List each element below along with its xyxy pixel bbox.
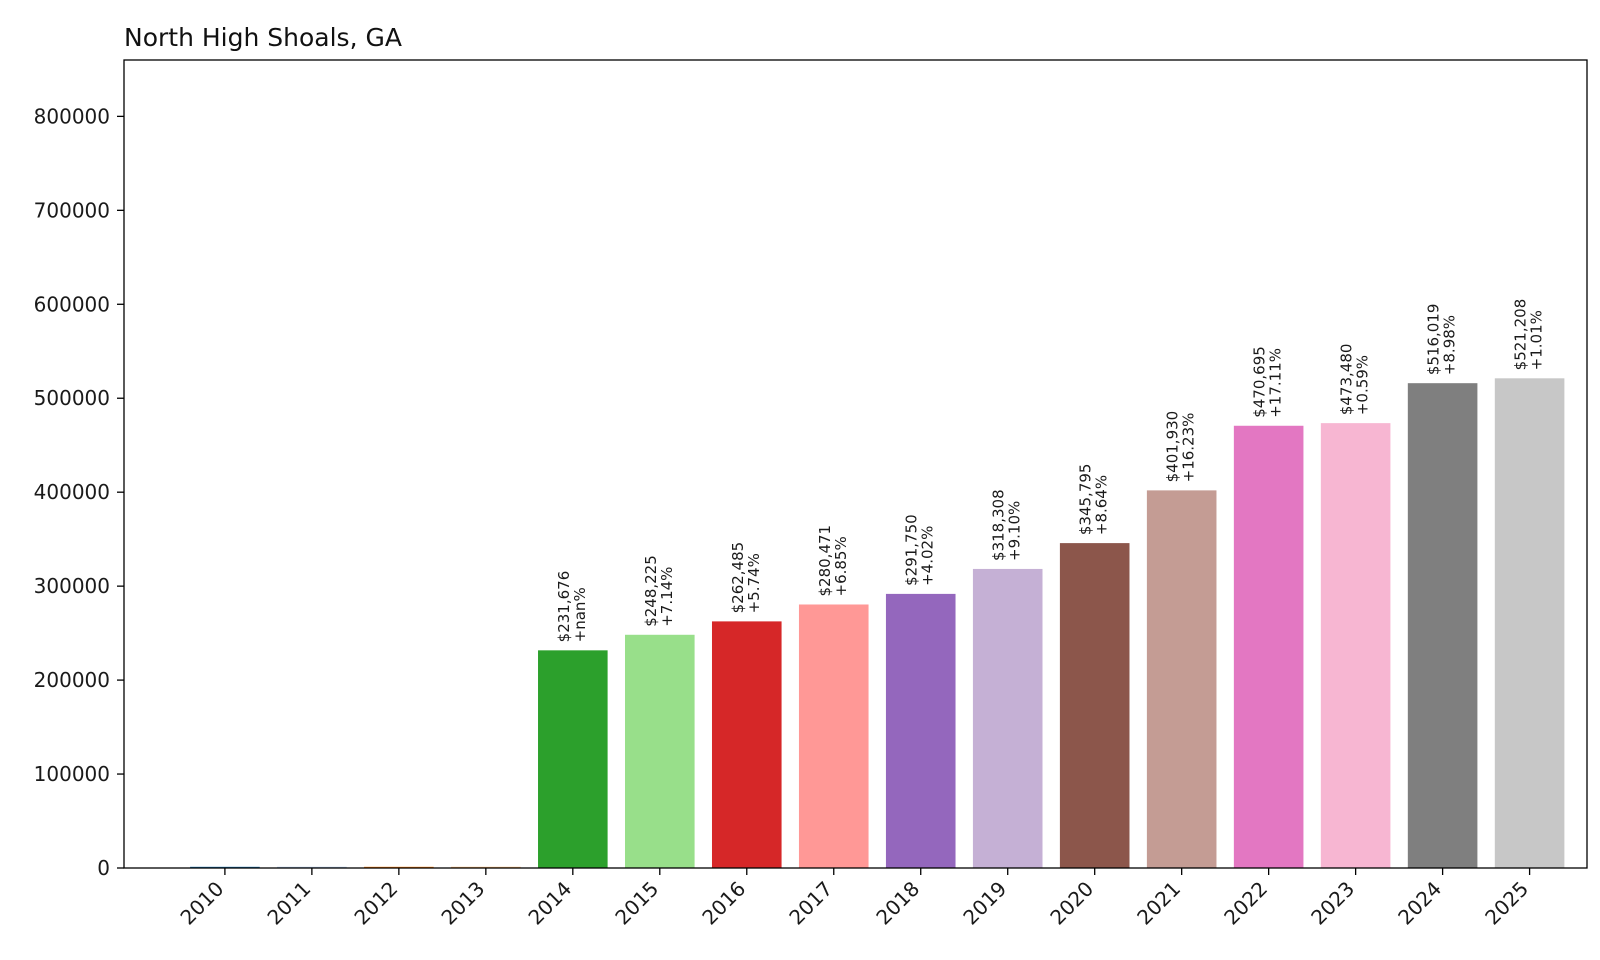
- bar-2025: [1494, 378, 1565, 868]
- x-tick-label: 2020: [1045, 877, 1098, 930]
- x-tick-label: 2018: [871, 877, 924, 930]
- bar-2024: [1407, 383, 1478, 868]
- bar-change-label: +nan%: [571, 587, 589, 642]
- x-tick-label: 2013: [436, 877, 489, 930]
- x-tick-label: 2011: [262, 877, 315, 930]
- bar-value-label: $291,750: [903, 514, 921, 586]
- y-axis: 0 100000 200000 300000 400000 500000 600000 700…: [34, 104, 124, 880]
- bar-value-label: $318,308: [990, 489, 1008, 561]
- bar-2015: [625, 634, 695, 868]
- bar-change-label: +7.14%: [658, 567, 676, 627]
- bar-2018: [885, 593, 956, 868]
- bar-change-label: +9.10%: [1006, 501, 1024, 561]
- y-tick-label: 100000: [34, 762, 110, 786]
- bar-labels-group: $231,676+nan% $248,225+7.14% $262,485+5.74…: [555, 299, 1546, 643]
- x-tick-label: 2012: [349, 877, 402, 930]
- bar-value-label: $280,471: [816, 525, 834, 597]
- x-tick-label: 2024: [1393, 877, 1446, 930]
- y-tick-label: 0: [97, 856, 110, 880]
- bar-value-label: $516,019: [1425, 304, 1443, 376]
- bar-2022: [1233, 425, 1304, 868]
- bar-2016: [711, 621, 782, 868]
- x-axis: 2010 2011 2012 2013 2014 2015 2016 2017 2018 2019…: [175, 868, 1533, 930]
- bar-value-label: $401,930: [1164, 411, 1182, 483]
- bar-change-label: +0.59%: [1354, 355, 1372, 415]
- y-tick-label: 800000: [34, 104, 110, 128]
- bar-2020: [1059, 543, 1130, 868]
- y-tick-label: 700000: [34, 198, 110, 222]
- y-tick-label: 300000: [34, 574, 110, 598]
- bar-value-label: $345,795: [1077, 464, 1095, 536]
- bar-value-label: $262,485: [729, 542, 747, 614]
- bar-change-label: +17.11%: [1267, 348, 1285, 418]
- bar-change-label: +6.85%: [832, 536, 850, 596]
- plot-frame: [123, 59, 1588, 869]
- bar-change-label: +4.02%: [919, 526, 937, 586]
- x-tick-label: 2022: [1219, 877, 1272, 930]
- bar-value-label: $470,695: [1251, 346, 1269, 418]
- bar-2023: [1320, 423, 1391, 868]
- bar-value-label: $231,676: [555, 571, 573, 643]
- bar-2019: [972, 568, 1043, 868]
- x-tick-label: 2017: [784, 877, 837, 930]
- bar-value-label: $248,225: [642, 555, 660, 627]
- x-tick-label: 2025: [1480, 877, 1533, 930]
- bar-change-label: +16.23%: [1180, 413, 1198, 483]
- chart-title: North High Shoals, GA: [124, 23, 402, 52]
- bar-change-label: +8.64%: [1093, 475, 1111, 535]
- bar-value-label: $521,208: [1512, 299, 1530, 371]
- x-tick-label: 2016: [697, 877, 750, 930]
- y-tick-label: 500000: [34, 386, 110, 410]
- bar-2014: [538, 650, 608, 868]
- x-tick-label: 2019: [958, 877, 1011, 930]
- bar-value-label: $473,480: [1338, 344, 1356, 416]
- bar-2017: [798, 604, 869, 868]
- bar-2021: [1146, 490, 1217, 868]
- x-tick-label: 2010: [175, 877, 228, 930]
- bar-change-label: +5.74%: [745, 553, 763, 613]
- x-tick-label: 2023: [1306, 877, 1359, 930]
- y-tick-label: 200000: [34, 668, 110, 692]
- x-tick-label: 2015: [610, 877, 663, 930]
- y-tick-label: 400000: [34, 480, 110, 504]
- bar-change-label: +8.98%: [1441, 315, 1459, 375]
- x-tick-label: 2014: [523, 877, 576, 930]
- bars-group: [190, 378, 1565, 868]
- bar-change-label: +1.01%: [1528, 310, 1546, 370]
- x-tick-label: 2021: [1132, 877, 1185, 930]
- y-tick-label: 600000: [34, 292, 110, 316]
